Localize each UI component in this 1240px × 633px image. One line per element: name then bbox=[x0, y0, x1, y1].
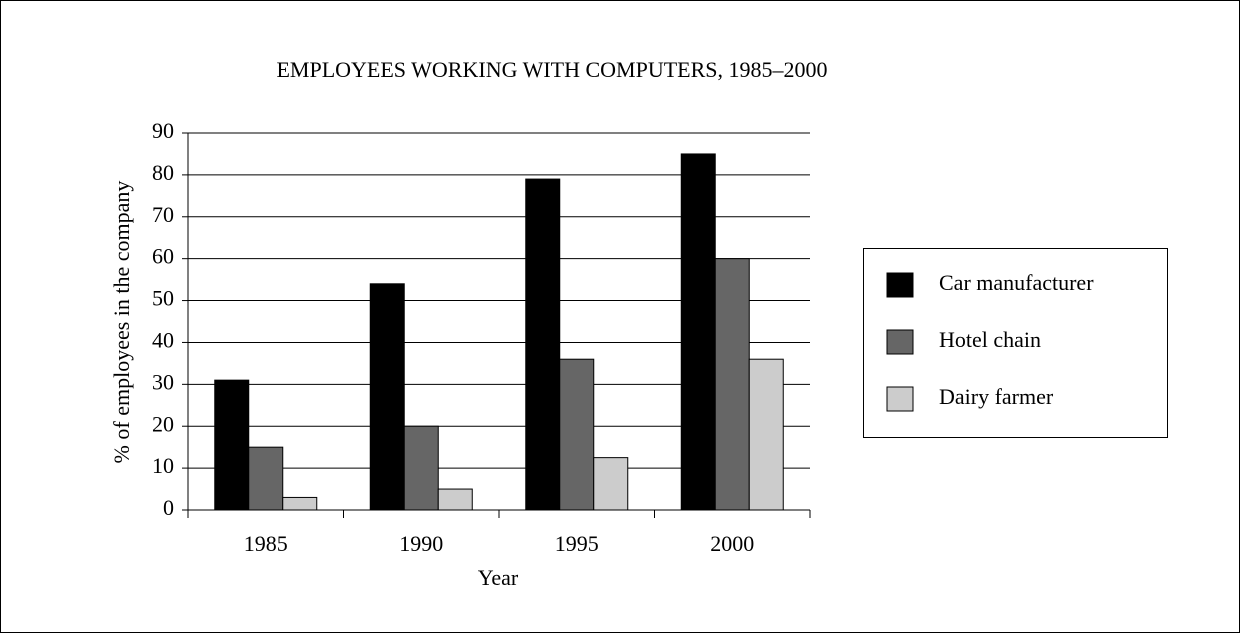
y-axis-label: % of employees in the company bbox=[109, 181, 134, 464]
bar bbox=[593, 457, 629, 511]
bar bbox=[525, 178, 561, 511]
x-tick-label: 1990 bbox=[399, 531, 443, 556]
y-tick-label: 90 bbox=[152, 118, 174, 143]
bar bbox=[714, 258, 750, 511]
y-tick-label: 50 bbox=[152, 286, 174, 311]
bar bbox=[282, 496, 318, 511]
legend-swatch bbox=[886, 386, 914, 412]
legend-label: Car manufacturer bbox=[939, 270, 1094, 295]
y-tick-label: 70 bbox=[152, 202, 174, 227]
bar bbox=[437, 488, 473, 511]
x-axis-label: Year bbox=[478, 565, 519, 590]
bar bbox=[369, 283, 405, 511]
y-tick-label: 80 bbox=[152, 160, 174, 185]
bar bbox=[559, 358, 595, 511]
bar bbox=[680, 153, 716, 511]
x-tick-label: 1985 bbox=[244, 531, 288, 556]
x-tick-label: 1995 bbox=[555, 531, 599, 556]
legend-label: Dairy farmer bbox=[939, 384, 1054, 409]
bar bbox=[214, 379, 250, 511]
bar bbox=[748, 358, 784, 511]
y-tick-label: 20 bbox=[152, 411, 174, 436]
y-tick-label: 60 bbox=[152, 244, 174, 269]
y-tick-label: 30 bbox=[152, 369, 174, 394]
legend-label: Hotel chain bbox=[939, 327, 1041, 352]
y-tick-label: 0 bbox=[163, 495, 174, 520]
bar bbox=[403, 425, 439, 511]
y-tick-label: 40 bbox=[152, 327, 174, 352]
legend bbox=[863, 248, 1168, 438]
bar bbox=[248, 446, 284, 511]
x-tick-label: 2000 bbox=[710, 531, 754, 556]
legend-swatch bbox=[886, 329, 914, 355]
y-tick-label: 10 bbox=[152, 453, 174, 478]
chart-title: EMPLOYEES WORKING WITH COMPUTERS, 1985–2… bbox=[276, 57, 827, 82]
legend-swatch bbox=[886, 272, 914, 298]
